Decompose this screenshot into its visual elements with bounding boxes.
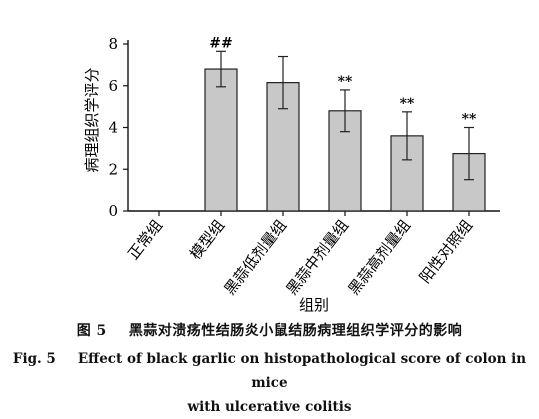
caption-line-1-en: Fig. 5 Effect of black garlic on histopat… (0, 347, 539, 395)
x-axis (128, 210, 500, 216)
x-tick-label: 黑蒜低剂量组 (221, 216, 291, 298)
y-tick-label: 6 (108, 77, 118, 95)
y-axis: 0 2 4 6 8 (108, 35, 129, 220)
significance-mark: ** (338, 74, 353, 90)
x-tick-label: 黑蒜高剂量组 (345, 216, 415, 298)
y-axis-label: 病理组织学评分 (83, 67, 101, 172)
bar (204, 68, 238, 212)
x-tick-label: 黑蒜中剂量组 (283, 216, 353, 298)
y-tick-label: 0 (108, 202, 118, 220)
figure-number-en: Fig. 5 (12, 351, 56, 367)
y-tick-label: 8 (108, 35, 118, 53)
x-axis-label: 组别 (299, 296, 329, 314)
caption-text-cn: 黑蒜对溃疡性结肠炎小鼠结肠病理组织学评分的影响 (128, 323, 463, 339)
figure-number-cn: 图 5 (76, 323, 107, 339)
significance-mark: ## (209, 35, 232, 51)
y-tick-label: 4 (108, 119, 118, 137)
significance-annotations: ## ** ** ** (209, 35, 477, 127)
significance-mark: ** (400, 96, 415, 112)
y-tick-label: 2 (108, 160, 118, 178)
caption-text-en-2: with ulcerative colitis (187, 399, 352, 415)
caption-text-en-1: Effect of black garlic on histopathologi… (77, 351, 527, 391)
x-tick-label: 模型组 (186, 216, 228, 263)
figure-caption-cn: 图 5 黑蒜对溃疡性结肠炎小鼠结肠病理组织学评分的影响 (0, 320, 539, 340)
x-tick-label: 正常组 (124, 216, 166, 263)
error-bars (216, 50, 474, 181)
significance-mark: ** (462, 112, 477, 128)
figure-caption-en: Fig. 5 Effect of black garlic on histopat… (0, 347, 539, 419)
x-tick-label: 阳性对照组 (416, 216, 476, 286)
